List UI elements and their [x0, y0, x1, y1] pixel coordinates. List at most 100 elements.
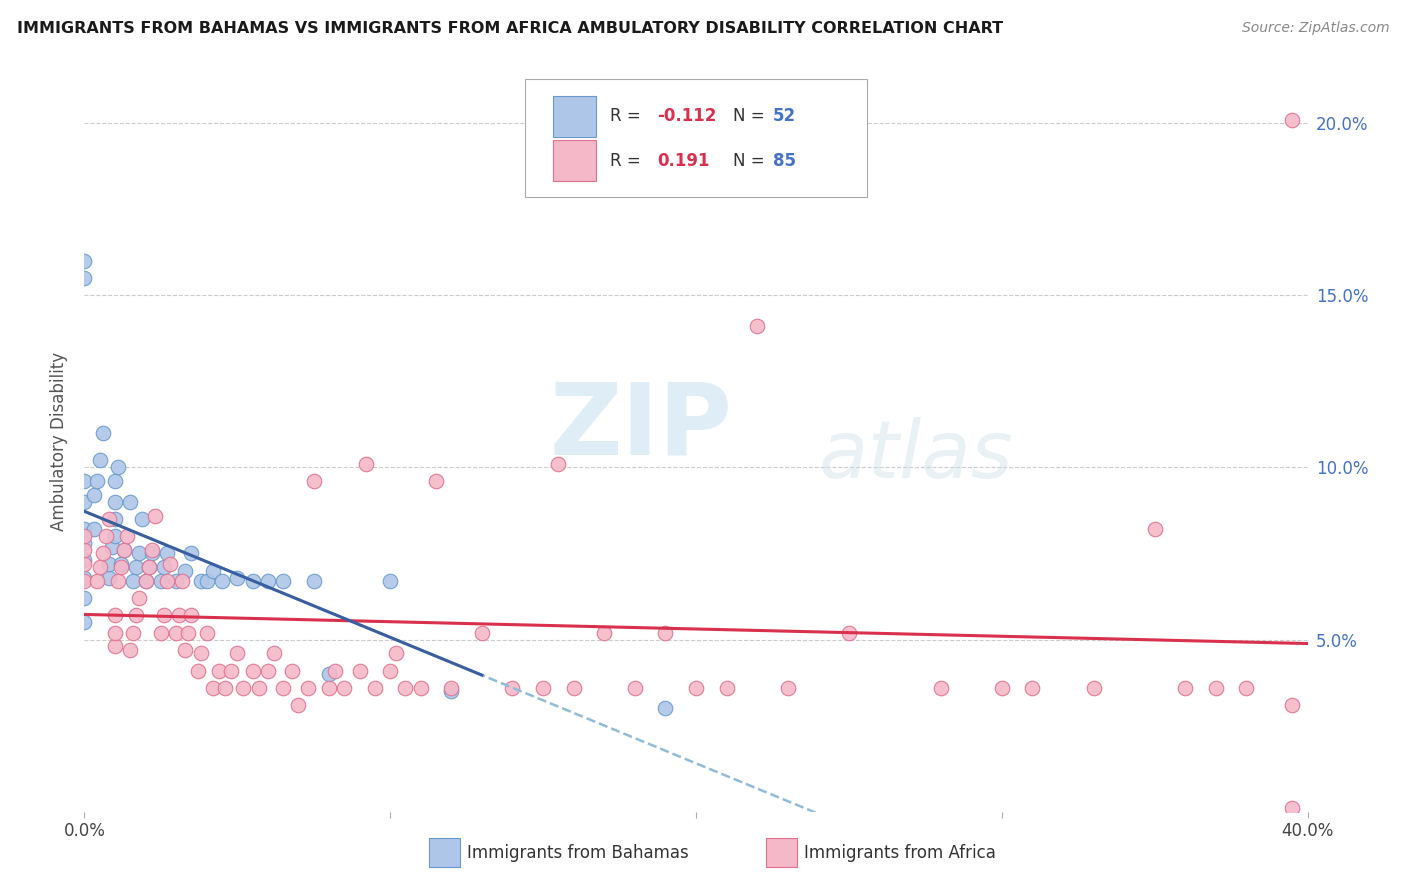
- Point: [104, 625, 127, 640]
- Point: [190, 574, 212, 588]
- Point: [302, 574, 325, 588]
- Point: [226, 646, 249, 660]
- Point: [1281, 698, 1303, 712]
- Point: [747, 319, 769, 334]
- Point: [219, 664, 242, 678]
- Point: [138, 560, 160, 574]
- Point: [97, 512, 120, 526]
- Point: [257, 574, 280, 588]
- Text: N =: N =: [733, 152, 769, 169]
- Point: [394, 681, 416, 695]
- Point: [1236, 681, 1258, 695]
- Point: [135, 574, 157, 588]
- Point: [211, 574, 233, 588]
- Text: atlas: atlas: [818, 417, 1014, 495]
- Point: [172, 574, 194, 588]
- Text: IMMIGRANTS FROM BAHAMAS VS IMMIGRANTS FROM AFRICA AMBULATORY DISABILITY CORRELAT: IMMIGRANTS FROM BAHAMAS VS IMMIGRANTS FR…: [17, 21, 1002, 36]
- Point: [502, 681, 524, 695]
- Point: [73, 522, 96, 536]
- Point: [122, 625, 145, 640]
- Point: [1281, 801, 1303, 815]
- Point: [271, 574, 294, 588]
- Text: N =: N =: [733, 107, 769, 125]
- Point: [1281, 112, 1303, 127]
- Point: [165, 574, 187, 588]
- Point: [104, 640, 127, 654]
- Point: [149, 625, 172, 640]
- Point: [73, 543, 96, 558]
- Point: [177, 625, 200, 640]
- Point: [149, 574, 172, 588]
- Point: [128, 546, 150, 560]
- Point: [73, 553, 96, 567]
- Point: [838, 625, 860, 640]
- Point: [654, 625, 676, 640]
- Point: [165, 625, 187, 640]
- Point: [1021, 681, 1043, 695]
- Point: [226, 570, 249, 584]
- Point: [73, 615, 96, 630]
- Point: [201, 564, 224, 578]
- Point: [97, 570, 120, 584]
- Point: [86, 474, 108, 488]
- Point: [73, 591, 96, 606]
- Point: [104, 474, 127, 488]
- Point: [110, 560, 132, 574]
- Point: [112, 543, 135, 558]
- Point: [104, 495, 127, 509]
- Point: [107, 460, 129, 475]
- Point: [208, 664, 231, 678]
- Point: [201, 681, 224, 695]
- Point: [125, 608, 148, 623]
- Point: [385, 646, 408, 660]
- Point: [263, 646, 285, 660]
- Point: [135, 574, 157, 588]
- Point: [593, 625, 616, 640]
- Point: [153, 560, 176, 574]
- Point: [131, 512, 153, 526]
- Point: [1143, 522, 1166, 536]
- Text: 0.191: 0.191: [657, 152, 709, 169]
- Point: [180, 546, 202, 560]
- Point: [186, 664, 208, 678]
- Point: [73, 536, 96, 550]
- Point: [380, 664, 402, 678]
- Point: [91, 425, 114, 440]
- Point: [86, 574, 108, 588]
- Point: [153, 608, 176, 623]
- Point: [83, 488, 105, 502]
- Point: [440, 681, 463, 695]
- Point: [195, 574, 218, 588]
- Point: [167, 608, 190, 623]
- Point: [624, 681, 647, 695]
- Text: ZIP: ZIP: [550, 378, 733, 475]
- FancyBboxPatch shape: [553, 140, 596, 181]
- Text: R =: R =: [610, 152, 651, 169]
- Point: [125, 560, 148, 574]
- Point: [654, 701, 676, 715]
- Text: 52: 52: [773, 107, 796, 125]
- Point: [242, 574, 264, 588]
- Point: [531, 681, 554, 695]
- Point: [89, 453, 111, 467]
- Point: [242, 664, 264, 678]
- Point: [94, 529, 117, 543]
- Point: [73, 570, 96, 584]
- Point: [73, 557, 96, 571]
- Point: [122, 574, 145, 588]
- Point: [107, 574, 129, 588]
- Point: [547, 457, 569, 471]
- Point: [180, 608, 202, 623]
- Point: [302, 474, 325, 488]
- Point: [257, 664, 280, 678]
- Point: [318, 667, 340, 681]
- Point: [1083, 681, 1105, 695]
- Point: [349, 664, 371, 678]
- Point: [101, 540, 124, 554]
- Point: [380, 574, 402, 588]
- Point: [247, 681, 270, 695]
- Point: [409, 681, 432, 695]
- Text: Immigrants from Africa: Immigrants from Africa: [804, 844, 995, 862]
- Point: [190, 646, 212, 660]
- Text: -0.112: -0.112: [657, 107, 716, 125]
